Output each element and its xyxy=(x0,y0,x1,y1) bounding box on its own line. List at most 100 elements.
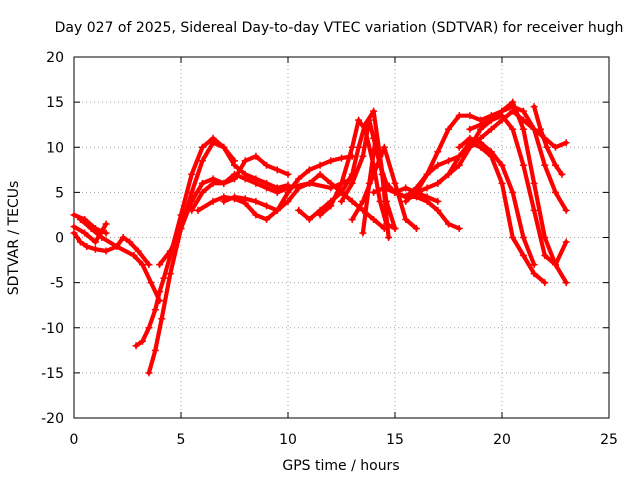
data-point xyxy=(498,161,506,169)
data-point xyxy=(445,157,452,165)
data-point xyxy=(530,270,538,278)
y-tick-label: 0 xyxy=(55,231,64,247)
data-point xyxy=(273,166,281,174)
data-point xyxy=(305,179,313,187)
data-point xyxy=(151,306,159,314)
data-point xyxy=(562,139,570,147)
data-point xyxy=(423,197,431,205)
data-point xyxy=(70,211,78,219)
data-point xyxy=(509,234,517,241)
series-layer xyxy=(70,98,570,377)
data-point xyxy=(402,197,410,205)
data-point xyxy=(188,197,196,205)
y-tick-label: 20 xyxy=(46,50,64,66)
series-s3 xyxy=(70,229,153,269)
data-point xyxy=(91,245,99,253)
series-trace xyxy=(71,230,151,267)
data-point xyxy=(145,261,153,269)
data-point xyxy=(519,125,527,133)
data-point xyxy=(263,161,271,169)
data-point xyxy=(102,229,110,237)
series-trace xyxy=(382,185,462,231)
data-point xyxy=(70,223,78,231)
series-s7 xyxy=(156,170,356,269)
series-s14 xyxy=(348,143,420,232)
data-point xyxy=(126,238,134,246)
data-point xyxy=(552,143,559,151)
data-point xyxy=(455,152,463,160)
data-point xyxy=(530,103,538,111)
data-point xyxy=(378,170,386,178)
data-point xyxy=(519,252,527,260)
data-point xyxy=(498,112,506,120)
data-point xyxy=(252,179,260,187)
y-axis-label: SDTVAR / TECUs xyxy=(6,181,22,296)
series-s5 xyxy=(132,134,238,350)
data-point xyxy=(385,234,393,241)
data-point xyxy=(391,224,399,232)
data-point xyxy=(543,143,551,151)
data-point xyxy=(519,161,527,169)
data-point xyxy=(91,238,99,246)
data-point xyxy=(541,252,549,260)
y-tick-label: -5 xyxy=(50,276,64,292)
series-s22 xyxy=(455,134,538,269)
data-point xyxy=(541,279,549,287)
data-point xyxy=(316,161,324,169)
series-trace xyxy=(403,99,569,285)
data-point xyxy=(509,125,517,133)
data-point xyxy=(166,270,174,278)
data-point xyxy=(316,211,324,219)
data-point xyxy=(365,116,373,124)
data-point xyxy=(445,125,452,133)
data-point xyxy=(113,243,121,251)
series-s2 xyxy=(70,220,110,246)
series-s23 xyxy=(530,103,566,178)
data-point xyxy=(263,202,271,210)
data-point xyxy=(156,288,164,296)
data-point xyxy=(391,179,399,187)
data-point xyxy=(83,243,91,251)
data-point xyxy=(132,342,140,350)
series-s6 xyxy=(145,139,292,377)
data-point xyxy=(487,116,495,124)
data-point xyxy=(562,206,570,214)
data-point xyxy=(530,125,538,133)
data-point xyxy=(231,193,238,201)
series-s8 xyxy=(188,152,292,214)
data-point xyxy=(537,125,545,133)
x-tick-label: 25 xyxy=(600,432,618,448)
data-point xyxy=(198,179,206,187)
series-trace xyxy=(467,113,569,267)
data-point xyxy=(348,143,356,151)
y-tick-label: -15 xyxy=(41,366,64,382)
data-point xyxy=(402,184,410,192)
data-point xyxy=(188,206,196,214)
data-point xyxy=(445,220,452,228)
data-point xyxy=(412,224,420,232)
data-point xyxy=(338,154,345,162)
data-point xyxy=(376,197,384,205)
data-point xyxy=(434,179,442,187)
data-point xyxy=(151,346,159,354)
data-point xyxy=(305,215,313,223)
data-point xyxy=(198,157,206,165)
data-point xyxy=(391,188,399,196)
data-point xyxy=(423,184,431,192)
series-trace xyxy=(71,221,109,245)
data-point xyxy=(119,234,127,241)
series-s10 xyxy=(220,170,388,232)
data-point xyxy=(145,369,153,377)
data-point xyxy=(348,179,356,187)
data-point xyxy=(138,337,146,345)
data-point xyxy=(145,324,153,332)
data-point xyxy=(423,170,431,178)
data-point xyxy=(198,143,206,151)
y-tick-label: 5 xyxy=(55,185,64,201)
data-point xyxy=(348,197,356,205)
data-point xyxy=(530,261,538,269)
data-point xyxy=(558,170,566,178)
data-point xyxy=(552,161,559,169)
data-point xyxy=(359,229,367,237)
series-s4 xyxy=(76,215,164,305)
